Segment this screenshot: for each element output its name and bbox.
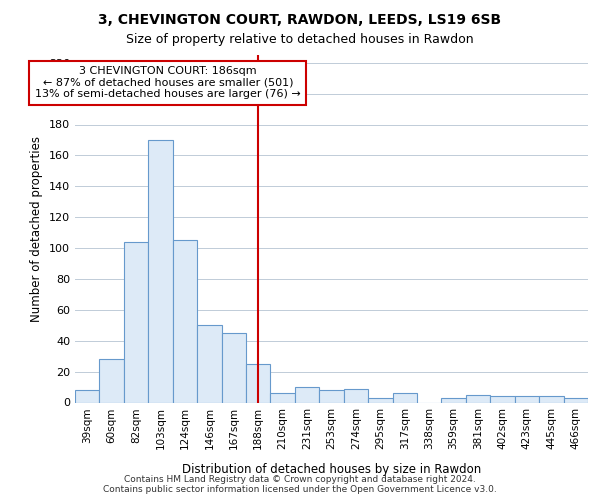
Bar [173,240,197,402]
X-axis label: Distribution of detached houses by size in Rawdon: Distribution of detached houses by size … [182,464,481,476]
Bar [271,393,295,402]
Bar [100,360,124,403]
Text: 3 CHEVINGTON COURT: 186sqm
← 87% of detached houses are smaller (501)
13% of sem: 3 CHEVINGTON COURT: 186sqm ← 87% of deta… [35,66,301,100]
Bar [319,390,344,402]
Bar [539,396,563,402]
Bar [368,398,392,402]
Bar [392,393,417,402]
Bar [148,140,173,402]
Bar [197,326,221,402]
Text: Contains public sector information licensed under the Open Government Licence v3: Contains public sector information licen… [103,485,497,494]
Bar [466,395,490,402]
Bar [442,398,466,402]
Bar [124,242,148,402]
Bar [295,387,319,402]
Text: Size of property relative to detached houses in Rawdon: Size of property relative to detached ho… [126,32,474,46]
Y-axis label: Number of detached properties: Number of detached properties [31,136,43,322]
Bar [75,390,100,402]
Bar [563,398,588,402]
Bar [344,388,368,402]
Bar [221,333,246,402]
Text: 3, CHEVINGTON COURT, RAWDON, LEEDS, LS19 6SB: 3, CHEVINGTON COURT, RAWDON, LEEDS, LS19… [98,12,502,26]
Bar [515,396,539,402]
Text: Contains HM Land Registry data © Crown copyright and database right 2024.: Contains HM Land Registry data © Crown c… [124,475,476,484]
Bar [490,396,515,402]
Bar [246,364,271,403]
